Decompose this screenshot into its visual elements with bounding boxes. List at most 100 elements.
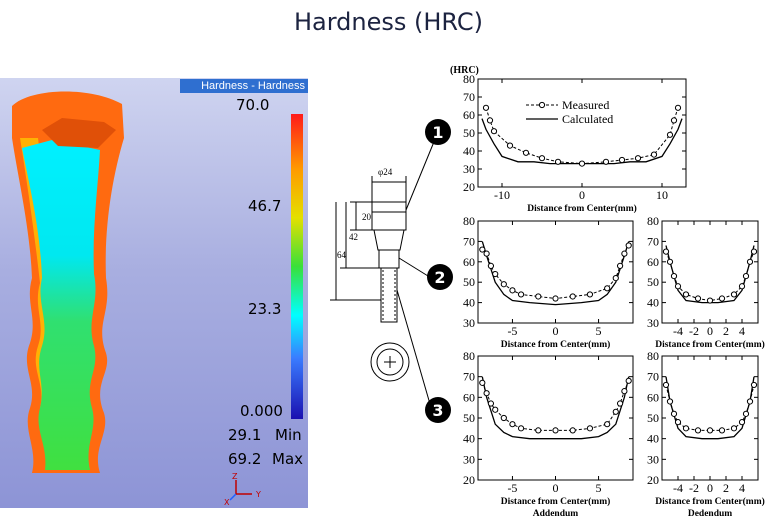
page-title: Hardness (HRC): [293, 8, 484, 36]
measured-point: [750, 248, 758, 255]
measured-point: [730, 425, 738, 432]
measured-point: [718, 427, 726, 434]
leader-line-3: [396, 289, 431, 405]
measured-line: [481, 380, 630, 431]
measured-point: [487, 262, 495, 269]
axis-triad-icon: Z X Y: [224, 472, 261, 506]
measured-point: [750, 381, 758, 389]
min-value: 29.1: [228, 426, 262, 444]
measured-point: [670, 272, 678, 280]
y-tick-label: 50: [463, 275, 475, 289]
hardness-chart-1: 20 30 40 50 60 70 80 -10 0 10 Distance from Center…: [450, 65, 687, 214]
triad-x-label: X: [224, 498, 230, 506]
measured-point: [500, 414, 507, 422]
x-tick-label: -2: [689, 481, 699, 495]
measured-point: [535, 293, 542, 300]
chart-subtitle: Addendum: [533, 509, 578, 519]
x-axis-label: Distance from Center(mm): [655, 339, 765, 350]
y-tick-label: 60: [463, 390, 475, 404]
measured-point: [666, 258, 674, 265]
y-tick-label: 50: [463, 411, 475, 425]
y-tick-label: 80: [463, 72, 475, 86]
min-label: Min: [275, 426, 302, 444]
measured-point: [634, 155, 642, 162]
measured-point: [718, 295, 726, 302]
bolt-socket-recess: [42, 118, 116, 148]
chart-subtitle: Dedendum: [688, 509, 732, 519]
bolt-collar-outline: [378, 249, 400, 269]
measured-point: [621, 250, 628, 257]
measured-point: [586, 291, 594, 298]
triad-z-label: Z: [232, 472, 238, 481]
bolt-core-region: [22, 140, 100, 470]
y-tick-label: 60: [463, 108, 475, 122]
measured-point: [569, 293, 576, 300]
y-tick-label: 80: [647, 349, 659, 363]
measured-point: [670, 117, 678, 124]
marker-3-label: 3: [432, 401, 443, 420]
x-tick-label: 4: [739, 324, 745, 338]
measured-point: [490, 128, 498, 135]
y-tick-label: 40: [463, 432, 475, 446]
x-axis-label: Distance from Center(mm): [655, 496, 765, 507]
x-tick-label: 2: [723, 324, 729, 338]
measured-point: [509, 421, 516, 428]
scale-label-high: 46.7: [248, 197, 282, 215]
max-label: Max: [272, 450, 304, 468]
measured-point: [650, 151, 658, 158]
y-tick-label: 80: [647, 214, 659, 228]
measured-point: [682, 291, 690, 298]
measured-point: [486, 117, 494, 124]
calculated-line: [665, 376, 755, 440]
y-tick-label: 30: [463, 452, 475, 466]
measured-point: [674, 419, 682, 426]
measured-point: [578, 160, 586, 167]
measured-point: [569, 427, 576, 434]
marker-3: 3: [425, 397, 451, 423]
legend-calculated-label: Calculated: [562, 112, 613, 126]
dim-64-label: 64: [337, 250, 347, 260]
y-tick-label: 40: [463, 144, 475, 158]
chart-frame: [661, 220, 759, 324]
triad-y-label: Y: [255, 490, 261, 499]
measured-point: [662, 248, 670, 255]
x-tick-label: 5: [596, 324, 602, 338]
bolt-head-outline: [371, 201, 407, 231]
measured-point: [479, 246, 486, 253]
measured-line: [665, 251, 755, 302]
measured-point: [487, 400, 495, 407]
x-tick-label: 0: [707, 481, 713, 495]
measured-line: [481, 245, 630, 300]
y-tick-label: 70: [463, 90, 475, 104]
y-tick-label: 30: [647, 452, 659, 466]
measured-point: [682, 425, 690, 432]
y-tick-label: 60: [647, 390, 659, 404]
x-tick-label: 0: [579, 188, 585, 202]
measured-point: [730, 291, 738, 298]
y-tick-label: 20: [647, 473, 659, 487]
measured-point: [604, 421, 611, 428]
measured-point: [625, 242, 632, 249]
measured-point: [479, 379, 486, 386]
x-tick-label: 2: [723, 481, 729, 495]
y-tick-label: 50: [647, 411, 659, 425]
measured-point: [621, 388, 628, 395]
y-tick-label: 70: [647, 234, 659, 248]
y-tick-label: 30: [463, 162, 475, 176]
measured-point: [522, 149, 530, 156]
y-tick-label: 80: [463, 214, 475, 228]
measured-point: [746, 258, 754, 265]
measured-point: [602, 158, 610, 165]
measured-point: [554, 158, 562, 165]
measured-point: [694, 427, 702, 434]
head-end-view-socket: [376, 348, 404, 376]
y-unit-label: (HRC): [450, 65, 479, 76]
measured-point: [535, 427, 542, 434]
y-tick-label: 30: [647, 316, 659, 330]
measured-point: [612, 408, 619, 415]
measured-point: [662, 381, 670, 389]
measured-point: [616, 262, 624, 269]
calculated-line: [481, 241, 630, 306]
